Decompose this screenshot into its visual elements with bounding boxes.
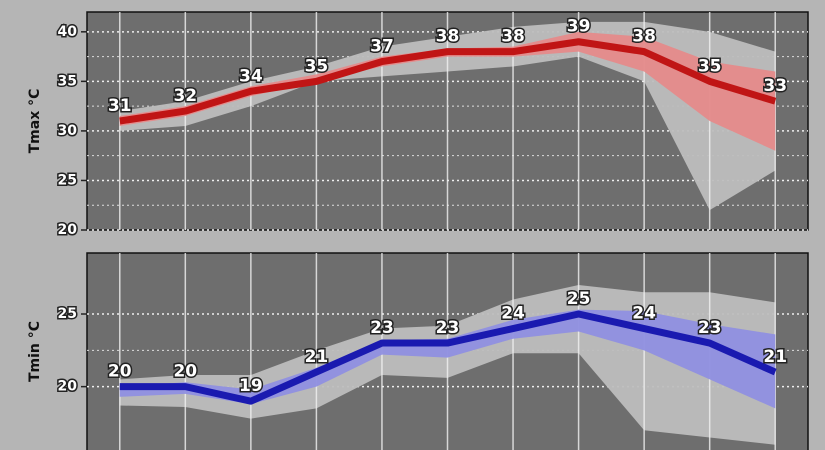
y-tick-label: 35 [58,73,77,89]
band-area [119,31,776,151]
y-tick-label: 40 [58,24,78,40]
y-tick-label: 20 [58,222,78,238]
value-label: 38 [501,27,525,47]
value-label: 23 [698,318,722,338]
value-label: 35 [698,56,722,76]
value-label: 25 [567,289,591,309]
value-label: 35 [305,56,329,76]
value-label: 19 [239,376,263,396]
value-label: 32 [173,86,197,106]
value-label: 38 [436,27,460,47]
y-tick-label: 25 [58,172,77,188]
y-axis-label: Tmin °C [27,321,43,382]
value-label: 39 [567,17,591,37]
y-axis-label: Tmax °C [27,89,43,154]
value-label: 24 [632,304,656,324]
value-label: 37 [370,37,394,57]
value-label: 21 [763,347,787,367]
value-label: 34 [239,66,263,86]
value-label: 31 [108,96,132,116]
value-label: 23 [436,318,460,338]
value-label: 24 [501,304,525,324]
value-label: 38 [632,27,656,47]
median-line [119,38,777,125]
y-tick-label: 30 [58,123,78,139]
value-label: 23 [370,318,394,338]
value-label: 20 [173,362,197,382]
value-label: 20 [108,362,132,382]
y-tick-label: 20 [58,379,78,395]
spread-area [119,21,776,211]
y-tick-label: 25 [58,306,77,322]
value-label: 33 [763,76,787,96]
value-label: 21 [305,347,329,367]
median-line [119,310,777,405]
